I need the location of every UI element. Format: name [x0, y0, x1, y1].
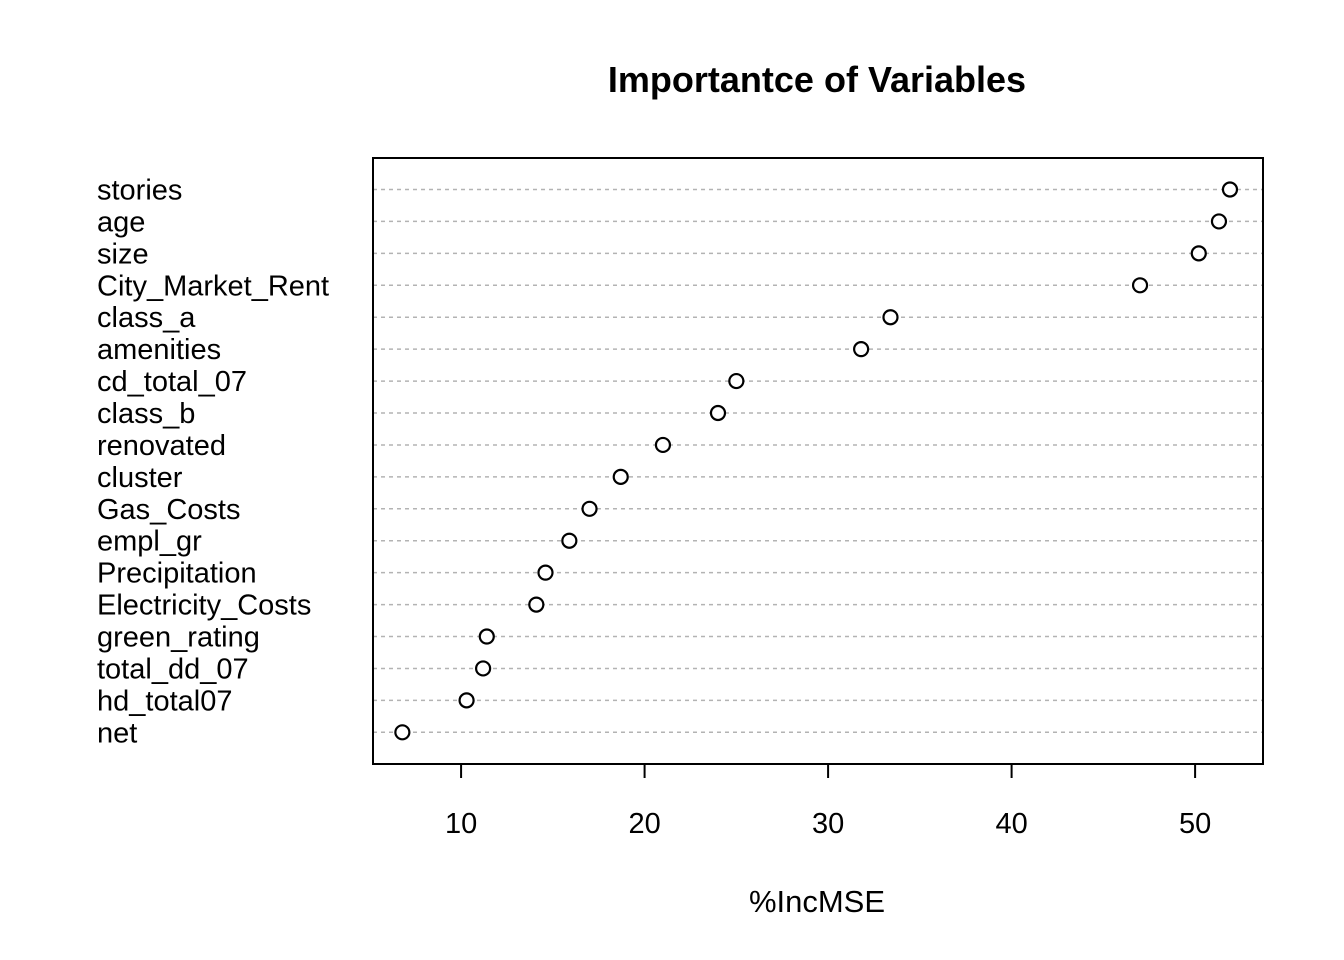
data-point-cd_total_07 [728, 372, 745, 390]
data-point-age [1210, 213, 1228, 230]
chart-title: Importantce of Variables [608, 59, 1026, 100]
data-point-hd_total07 [458, 692, 475, 709]
data-point-amenities [853, 341, 870, 358]
category-label: Electricity_Costs [97, 590, 311, 622]
category-label: renovated [97, 430, 226, 462]
data-point-class_b [709, 404, 727, 422]
category-label: Gas_Costs [97, 494, 240, 526]
category-label: empl_gr [97, 526, 202, 558]
category-labels: storiesagesizeCity_Market_Rentclass_aame… [97, 175, 329, 750]
data-point-net [394, 724, 411, 741]
grid-lines [373, 188, 1263, 734]
category-label: net [97, 717, 137, 749]
plot-frame [372, 157, 1264, 765]
category-label: City_Market_Rent [97, 270, 329, 302]
category-label: class_a [97, 302, 196, 334]
category-label: age [97, 206, 145, 238]
category-label: size [97, 238, 149, 270]
x-tick-label: 50 [1179, 808, 1211, 840]
data-point-City_Market_Rent [1131, 277, 1149, 294]
category-label: class_b [97, 398, 195, 430]
data-point-Electricity_Costs [528, 596, 545, 613]
x-tick-label: 10 [445, 808, 477, 840]
category-label: stories [97, 175, 182, 207]
data-point-class_a [882, 309, 899, 326]
x-tick-label: 40 [995, 808, 1027, 840]
data-point-stories [1221, 181, 1239, 198]
x-axis-label: %IncMSE [749, 884, 885, 919]
category-label: cd_total_07 [97, 366, 247, 398]
data-point-renovated [654, 436, 672, 454]
x-axis: 10 20 30 40 50 [445, 763, 1211, 840]
data-point-green_rating [478, 628, 495, 645]
x-tick-label: 30 [812, 808, 844, 840]
data-point-size [1190, 245, 1207, 262]
category-label: Precipitation [97, 558, 257, 590]
category-label: cluster [97, 462, 183, 494]
category-label: total_dd_07 [97, 653, 249, 685]
category-label: amenities [97, 334, 221, 366]
data-point-total_dd_07 [475, 660, 492, 677]
category-label: green_rating [97, 622, 260, 654]
data-point-cluster [612, 468, 629, 485]
x-tick-label: 20 [628, 808, 660, 840]
data-point-Gas_Costs [581, 500, 598, 517]
data-point-Precipitation [537, 564, 554, 581]
data-points [394, 181, 1239, 741]
category-label: hd_total07 [97, 685, 232, 717]
data-point-empl_gr [561, 532, 578, 549]
